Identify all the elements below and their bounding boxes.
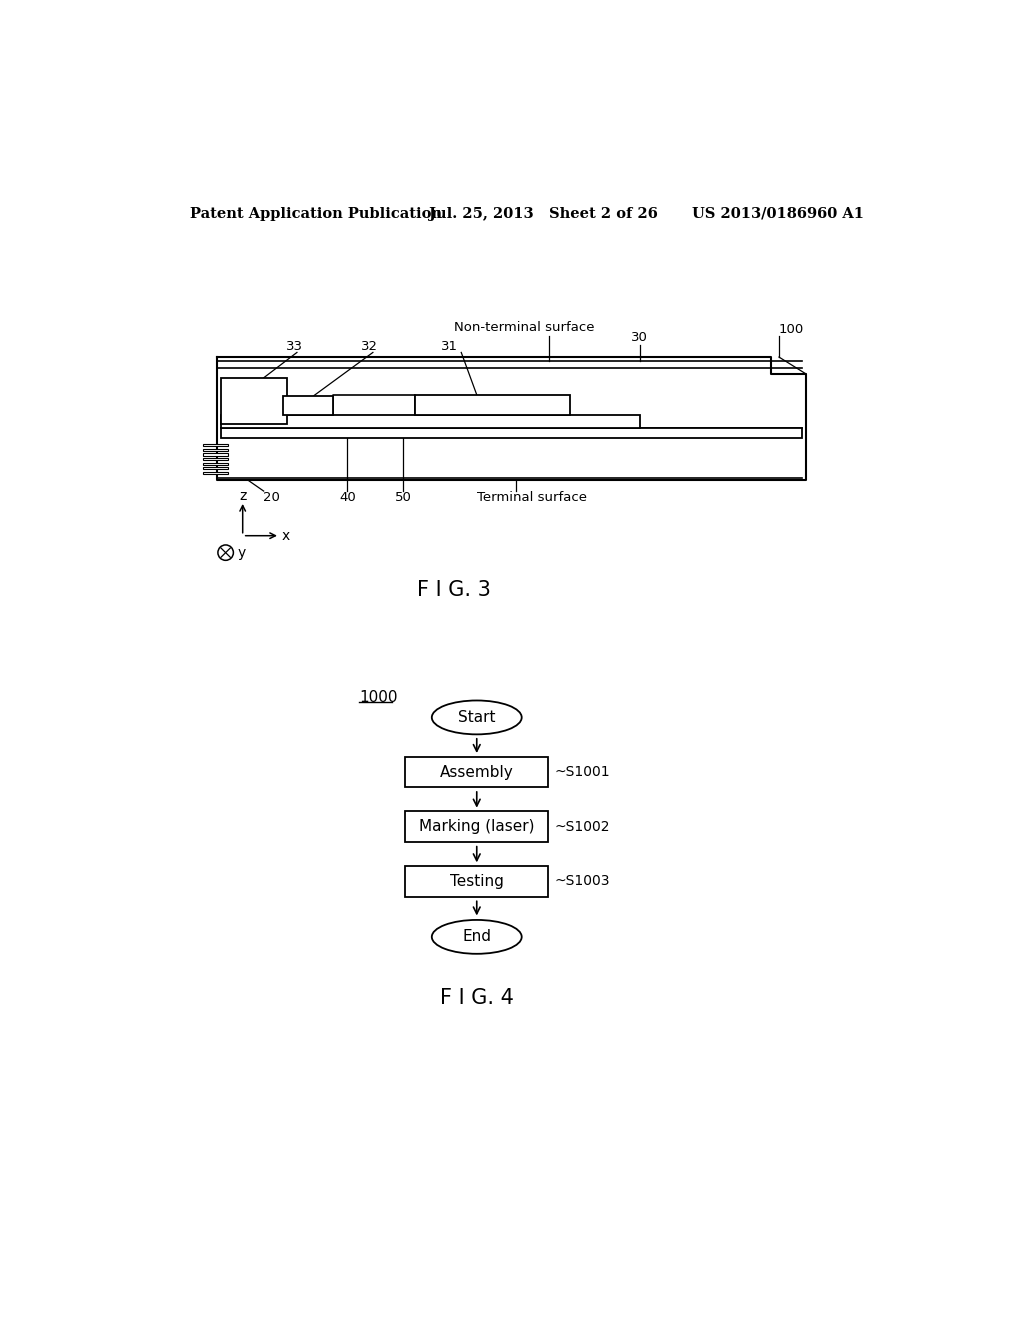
Bar (221, 414, 640, 428)
Bar (221, 428, 802, 438)
Bar (203, 444, 228, 446)
Text: Terminal surface: Terminal surface (477, 491, 587, 504)
Text: F I G. 3: F I G. 3 (417, 579, 490, 599)
Ellipse shape (432, 920, 521, 954)
Text: 40: 40 (339, 491, 355, 504)
Text: US 2013/0186960 A1: US 2013/0186960 A1 (692, 207, 864, 220)
Ellipse shape (432, 701, 521, 734)
Text: End: End (462, 929, 492, 944)
Bar (221, 378, 287, 424)
Text: z: z (239, 488, 247, 503)
Text: 33: 33 (286, 339, 303, 352)
Bar (415, 395, 569, 414)
Text: Patent Application Publication: Patent Application Publication (190, 207, 442, 220)
Bar (406, 756, 549, 788)
Text: 31: 31 (441, 339, 458, 352)
Text: 1000: 1000 (359, 690, 397, 705)
Bar (203, 471, 228, 474)
Text: 30: 30 (631, 330, 648, 343)
Text: Non-terminal surface: Non-terminal surface (454, 321, 594, 334)
Text: ~S1001: ~S1001 (555, 766, 610, 779)
Text: 20: 20 (263, 491, 280, 504)
Text: F I G. 4: F I G. 4 (440, 989, 514, 1008)
Bar (406, 866, 549, 896)
Text: Testing: Testing (450, 874, 504, 888)
Bar (203, 453, 228, 455)
Bar (203, 462, 228, 465)
Text: 50: 50 (394, 491, 412, 504)
Text: Start: Start (458, 710, 496, 725)
Text: ~S1002: ~S1002 (555, 820, 610, 834)
Text: ~S1003: ~S1003 (555, 874, 610, 888)
Text: y: y (238, 545, 246, 560)
Text: Jul. 25, 2013   Sheet 2 of 26: Jul. 25, 2013 Sheet 2 of 26 (429, 207, 657, 220)
Text: 32: 32 (361, 339, 378, 352)
Text: 100: 100 (779, 323, 804, 335)
Text: Assembly: Assembly (440, 764, 514, 780)
Bar (203, 458, 228, 461)
Bar (203, 467, 228, 470)
Bar (203, 449, 228, 451)
Text: x: x (282, 529, 290, 543)
Text: Marking (laser): Marking (laser) (419, 820, 535, 834)
Bar (283, 396, 334, 414)
Bar (406, 812, 549, 842)
